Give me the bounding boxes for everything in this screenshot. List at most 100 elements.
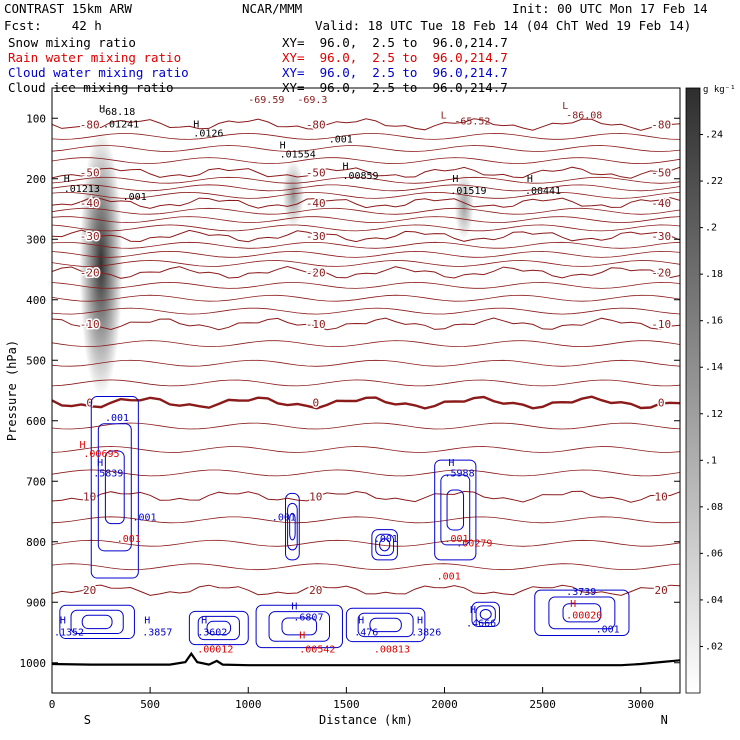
temperature-contour-label: 0 <box>86 397 93 410</box>
extremum-marker: H <box>280 141 286 152</box>
extremum-marker: H <box>144 615 150 626</box>
x-axis-label: Distance (km) <box>319 713 413 727</box>
value-annotation: .00542 <box>299 644 335 655</box>
colorbar-tick-label: .08 <box>705 502 723 513</box>
ice-column <box>79 130 123 397</box>
y-tick-label: 100 <box>26 112 46 125</box>
temperature-contour-label: -30 <box>651 230 671 243</box>
temperature-contour <box>52 490 680 503</box>
colorbar-tick-label: .2 <box>705 223 717 234</box>
temperature-contour-label: 20 <box>83 584 96 597</box>
colorbar-tick-label: .1 <box>705 455 717 466</box>
y-tick-label: 300 <box>26 233 46 246</box>
value-annotation: .01213 <box>64 184 100 195</box>
temperature-contour-minor <box>52 539 680 547</box>
temperature-contour-label: -30 <box>306 230 326 243</box>
extremum-marker: H <box>299 631 305 642</box>
colorbar <box>685 87 701 694</box>
extremum-marker: H <box>448 458 454 469</box>
extremum-marker: H <box>99 104 105 115</box>
cloud-water-contour <box>70 609 124 635</box>
cloud-water-contour <box>534 589 630 637</box>
cloud-water-contour <box>81 614 113 630</box>
extremum-marker: H <box>201 615 207 626</box>
cloud-water-contour <box>371 529 398 561</box>
forecast-hour: Fcst: 42 h <box>4 18 102 33</box>
temperature-contour-minor <box>52 516 680 524</box>
extremum-marker: H <box>452 174 458 185</box>
value-annotation: -69.59 <box>248 95 284 106</box>
value-annotation: .00859 <box>342 171 378 182</box>
temperature-contour-label: 10 <box>655 490 668 503</box>
valid-time: Valid: 18 UTC Tue 18 Feb 14 (04 ChT Wed … <box>315 18 692 33</box>
cloud-water-contour <box>440 474 471 546</box>
x-tick-label: 2000 <box>431 698 458 711</box>
cloud-water-contour <box>197 615 240 641</box>
x-tick-label: 500 <box>140 698 160 711</box>
value-annotation: .001 <box>596 625 620 636</box>
cloud-water-contour <box>434 459 477 561</box>
extremum-marker: H <box>358 615 364 626</box>
temperature-contour-minor <box>52 157 680 165</box>
temperature-contour-minor <box>52 216 680 224</box>
cloud-water-contour <box>206 620 232 636</box>
value-annotation: .476 <box>354 628 378 639</box>
y-tick-label: 400 <box>26 294 46 307</box>
extremum-marker: H <box>570 599 576 610</box>
extremum-marker: H <box>291 602 297 613</box>
extremum-marker: H <box>64 174 70 185</box>
value-annotation: .00813 <box>374 644 410 655</box>
north-end-label: N <box>661 713 668 727</box>
value-annotation: .001 <box>117 534 141 545</box>
value-annotation: .4666 <box>466 618 496 629</box>
temperature-contour-minor <box>52 359 680 367</box>
terrain-line <box>52 651 680 667</box>
temperature-contour-minor <box>52 294 680 302</box>
extremum-marker: H <box>193 119 199 130</box>
value-annotation: .001 <box>374 534 398 545</box>
init-time: Init: 00 UTC Mon 17 Feb 14 <box>512 1 708 16</box>
field-rain-name: Rain water mixing ratio <box>8 50 182 65</box>
temperature-contour-label: 10 <box>83 490 96 503</box>
cloud-water-contour <box>188 610 249 646</box>
colorbar-tick-label: .18 <box>705 269 723 280</box>
temperature-contour-minor <box>52 145 680 152</box>
colorbar-tick-label: .14 <box>705 362 723 373</box>
temperature-contour-minor <box>52 379 680 387</box>
temperature-contour-minor <box>52 281 680 289</box>
value-annotation: .6807 <box>293 612 323 623</box>
value-annotation: .3602 <box>197 628 227 639</box>
cloud-water-contour <box>479 609 492 620</box>
value-annotation: .0126 <box>193 128 223 139</box>
extremum-marker: H <box>470 605 476 616</box>
y-tick-label: 500 <box>26 354 46 367</box>
cloud-water-contour <box>375 533 395 556</box>
value-annotation: .001 <box>445 534 469 545</box>
extremum-marker: L <box>562 101 568 112</box>
colorbar-tick-label: .22 <box>705 176 723 187</box>
temperature-contour-label: -40 <box>80 197 100 210</box>
cloud-water-contour <box>287 502 298 551</box>
extremum-marker: L <box>441 110 447 121</box>
y-tick-label: 900 <box>26 596 46 609</box>
value-annotation: .00012 <box>197 644 233 655</box>
cloud-water-contour <box>289 512 296 541</box>
field-cloudwater-xy: XY= 96.0, 2.5 to 96.0,214.7 <box>282 65 508 80</box>
temperature-contour-minor <box>52 250 680 258</box>
temperature-contour-label: -40 <box>306 197 326 210</box>
field-rain-xy: XY= 96.0, 2.5 to 96.0,214.7 <box>282 50 508 65</box>
temperature-contour-label: -80 <box>651 118 671 131</box>
cloud-water-contour <box>90 396 139 579</box>
value-annotation: .00020 <box>566 611 602 622</box>
temperature-contour-label: -20 <box>306 267 326 280</box>
temperature-contour-minor <box>52 191 680 199</box>
y-tick-label: 200 <box>26 173 46 186</box>
temperature-contour-minor <box>52 260 680 267</box>
colorbar-tick-label: .04 <box>705 595 723 606</box>
extremum-marker: H <box>229 80 235 91</box>
temperature-contour-label: -40 <box>651 197 671 210</box>
temperature-contour <box>52 229 680 243</box>
value-annotation: .01519 <box>450 186 486 197</box>
temperature-contour-label: -50 <box>306 167 326 180</box>
